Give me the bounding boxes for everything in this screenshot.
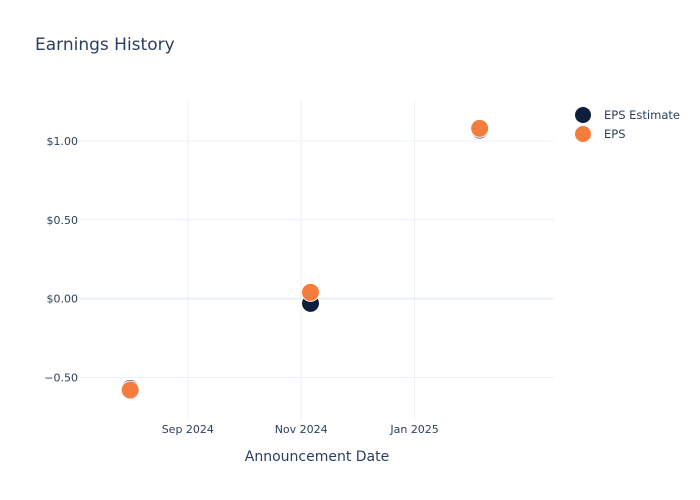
legend-marker[interactable] <box>575 107 591 123</box>
eps-point[interactable] <box>300 282 320 302</box>
legend-marker[interactable] <box>575 126 591 142</box>
x-tick-label: Sep 2024 <box>162 423 214 436</box>
legend[interactable]: EPS Estimate EPS <box>575 107 680 142</box>
y-tick-label: $1.00 <box>47 135 79 148</box>
legend-label[interactable]: EPS Estimate <box>604 108 680 122</box>
x-axis-title: Announcement Date <box>245 449 389 465</box>
legend-label[interactable]: EPS <box>604 127 626 141</box>
y-tick-label: $0.50 <box>47 214 79 227</box>
x-axis-ticks: Sep 2024 Nov 2024 Jan 2025 <box>162 423 439 436</box>
y-tick-label: −0.50 <box>44 371 78 384</box>
y-axis-ticks: −0.50 $0.00 $0.50 $1.00 <box>44 135 78 384</box>
eps-point[interactable] <box>120 380 140 400</box>
y-tick-label: $0.00 <box>47 293 79 306</box>
chart-title: Earnings History <box>35 35 175 55</box>
data-points <box>120 118 490 400</box>
eps-point[interactable] <box>470 118 490 138</box>
x-tick-label: Nov 2024 <box>275 423 328 436</box>
x-tick-label: Jan 2025 <box>389 423 438 436</box>
